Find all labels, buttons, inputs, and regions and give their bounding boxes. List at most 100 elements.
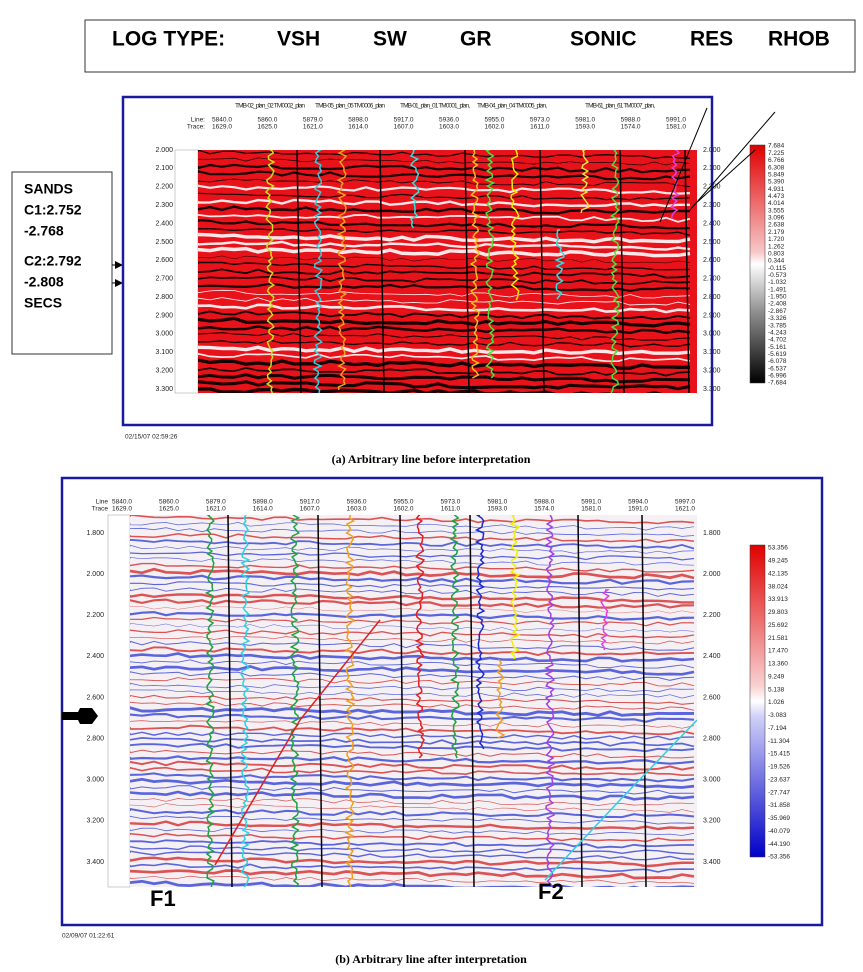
well-track (684, 150, 690, 393)
pointer-line (689, 111, 776, 211)
colorbar-label: -23.637 (768, 776, 790, 783)
time-tick-left: 2.500 (155, 239, 173, 246)
trace-value: 1607.0 (394, 124, 414, 131)
well-log (600, 589, 610, 651)
well-track (539, 150, 545, 393)
well-name: TMB-02_plan_02 TM0002_plan (235, 103, 305, 110)
line-value: 5994.0 (628, 499, 648, 506)
reflector (130, 605, 695, 614)
time-tick-right: 1.800 (703, 530, 721, 537)
line-value: 5973.0 (440, 499, 460, 506)
sands-line: SANDS (24, 181, 73, 197)
reflector (130, 532, 695, 543)
time-tick-right: 2.200 (703, 612, 721, 619)
log-type: SONIC (570, 28, 637, 51)
reflector (130, 713, 695, 723)
reflector (130, 652, 695, 663)
fault-line (214, 619, 381, 866)
reflector (130, 610, 695, 621)
fault-label: F2 (538, 879, 564, 904)
time-tick-right: 2.400 (703, 220, 721, 227)
time-tick-left: 2.300 (155, 202, 173, 209)
trace-value: 1591.0 (628, 506, 648, 513)
reflector (130, 742, 695, 753)
colorbar-label: 3.555 (768, 207, 785, 214)
reflector (198, 358, 690, 370)
reflector (130, 682, 695, 693)
reflector (130, 640, 695, 651)
time-tick-left: 3.300 (155, 386, 173, 393)
trace-value: 1593.0 (575, 124, 595, 131)
caption: (b) Arbitrary line after interpretation (335, 952, 527, 966)
reflector (130, 749, 695, 759)
line-value: 5860.0 (159, 499, 179, 506)
log-type-label: LOG TYPE: (112, 28, 225, 51)
trace-value: 1581.0 (666, 124, 686, 131)
trace-value: 1621.0 (675, 506, 695, 513)
well-log (509, 515, 521, 660)
reflector (130, 755, 695, 765)
time-tick-left: 3.000 (86, 777, 104, 784)
reflector (198, 387, 663, 393)
seismic-section-a (198, 150, 697, 393)
colorbar-label: -5.619 (768, 351, 787, 358)
time-tick-left: 2.000 (155, 147, 173, 154)
log-type: SW (373, 28, 407, 51)
reflector (130, 671, 695, 681)
line-value: 5991.0 (666, 117, 686, 124)
line-value: 5898.0 (253, 499, 273, 506)
row-label: Trace (92, 506, 109, 513)
reflector (130, 598, 695, 609)
time-tick-left: 2.100 (155, 165, 173, 172)
sands-line: SECS (24, 295, 62, 311)
colorbar-label: -15.415 (768, 751, 790, 758)
time-tick-right: 3.000 (703, 331, 721, 338)
time-tick-right: 2.500 (703, 239, 721, 246)
line-value: 5936.0 (439, 117, 459, 124)
reflector (130, 815, 695, 825)
colorbar-label: 9.249 (768, 673, 785, 680)
trace-value: 1593.0 (487, 506, 507, 513)
colorbar-label: 4.473 (768, 193, 785, 200)
reflector (198, 213, 691, 223)
colorbar-label: 1.720 (768, 236, 785, 243)
colorbar-label: 17.470 (768, 648, 788, 655)
reflector (130, 790, 695, 801)
reflector (130, 760, 695, 771)
well-log (289, 515, 301, 887)
reflector (130, 574, 695, 585)
reflector (130, 567, 695, 580)
well-track (399, 515, 405, 887)
reflector (198, 163, 691, 174)
colorbar-b (749, 544, 766, 858)
well-name: TMB-61_plan_61 TM0007_plan, (585, 103, 655, 110)
well-track (317, 515, 323, 887)
reflector (130, 777, 695, 789)
well-log (344, 515, 356, 887)
reflector (198, 170, 691, 181)
colorbar-label: -2.408 (768, 301, 787, 308)
time-tick-right: 2.800 (703, 294, 721, 301)
well-track (469, 515, 475, 887)
reflector (198, 178, 691, 188)
reflector (130, 694, 695, 705)
reflector (130, 635, 695, 645)
colorbar-label: 42.135 (768, 570, 788, 577)
log-type: GR (460, 28, 492, 51)
colorbar-label: 53.356 (768, 545, 788, 552)
colorbar-label: 3.096 (768, 215, 785, 222)
colorbar-label: 38.024 (768, 583, 788, 590)
sands-line: C1:2.752 (24, 202, 82, 218)
time-tick-right: 2.400 (703, 653, 721, 660)
well-log (409, 150, 420, 229)
time-tick-left: 3.400 (86, 859, 104, 866)
time-tick-right: 3.200 (703, 818, 721, 825)
line-value: 5973.0 (530, 117, 550, 124)
trace-value: 1614.0 (253, 506, 273, 513)
colorbar-label: -44.190 (768, 841, 790, 848)
colorbar-label: 7.684 (768, 143, 785, 150)
time-tick-right: 3.400 (703, 859, 721, 866)
line-value: 5981.0 (575, 117, 595, 124)
well-log (670, 150, 681, 220)
reflector (198, 373, 691, 384)
